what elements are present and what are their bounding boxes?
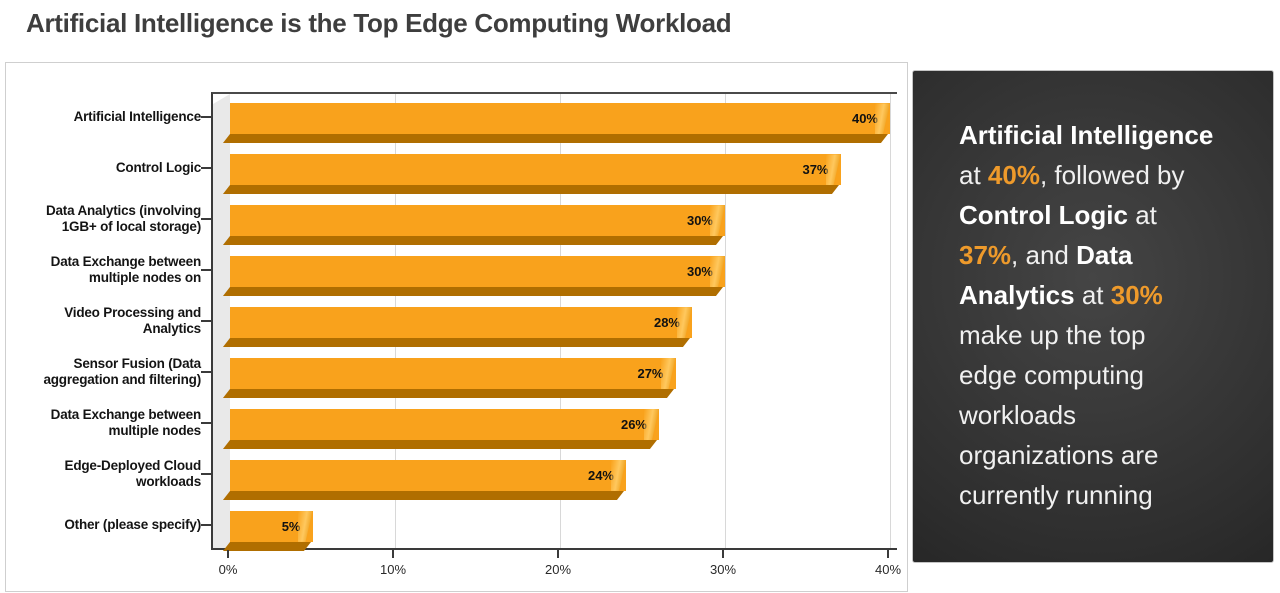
category-label: Video Processing and Analytics xyxy=(64,305,201,337)
bar-value-label: 30% xyxy=(686,264,713,280)
insight-segment: 40% xyxy=(987,160,1040,190)
y-axis-tick xyxy=(201,167,212,170)
bar: 30% xyxy=(230,205,725,237)
insight-segment: Artificial Intelligence xyxy=(959,120,1214,150)
y-axis-tick xyxy=(201,116,212,119)
insight-segment: edge computing xyxy=(959,360,1145,390)
y-axis-tick xyxy=(201,218,212,221)
category-label: Other (please specify) xyxy=(64,516,201,532)
insight-line: edge computing xyxy=(959,355,1245,395)
gridline-40% xyxy=(890,94,891,548)
bar: 26% xyxy=(230,408,659,440)
x-axis-tick-0% xyxy=(227,550,229,558)
insight-line: workloads xyxy=(959,395,1245,435)
x-axis-tick-40% xyxy=(887,550,889,558)
insight-text: Artificial Intelligence at 40%, followed … xyxy=(913,71,1273,515)
x-axis-label-40%: 40% xyxy=(874,562,902,577)
insight-segment: , and xyxy=(1011,240,1077,270)
chart-card: 40% 37% 30% 30% 28% 27% 26% 24% 5% 0% 10% 20% 30% 40… xyxy=(5,62,908,592)
y-axis-tick xyxy=(201,320,212,323)
insight-line: organizations are xyxy=(959,435,1245,475)
category-label: Artificial Intelligence xyxy=(73,109,202,125)
insight-segment: at xyxy=(1074,280,1111,310)
insight-segment: organizations are xyxy=(959,440,1159,470)
category-label: Data Exchange between multiple nodes on xyxy=(50,254,202,286)
insight-line: make up the top xyxy=(959,315,1245,355)
insight-segment: make up the top xyxy=(959,320,1146,350)
bar-value-label: 37% xyxy=(802,162,829,178)
y-axis-tick xyxy=(201,472,212,475)
y-axis-tick xyxy=(201,371,212,374)
bar-value-label: 28% xyxy=(653,315,680,331)
bar: 30% xyxy=(230,256,725,288)
insight-segment: currently running xyxy=(959,480,1153,510)
insight-line: Analytics at 30% xyxy=(959,275,1245,315)
insight-segment: Data xyxy=(1076,240,1133,270)
bar: 24% xyxy=(230,459,626,491)
bar-value-label: 27% xyxy=(637,366,664,382)
bar: 27% xyxy=(230,358,676,390)
bar: 5% xyxy=(230,510,313,542)
category-label: Control Logic xyxy=(115,160,201,176)
bar-value-label: 26% xyxy=(620,416,647,432)
y-axis-tick xyxy=(201,421,212,424)
x-axis-label-0%: 0% xyxy=(218,562,238,577)
insight-segment: at xyxy=(1127,200,1157,230)
insight-segment: at xyxy=(959,160,988,190)
bar-value-label: 30% xyxy=(686,213,713,229)
bar: 40% xyxy=(230,103,890,135)
insight-line: at 40%, followed by xyxy=(959,155,1245,195)
x-axis-tick-10% xyxy=(392,550,394,558)
category-label: Data Exchange between multiple nodes xyxy=(50,406,202,438)
insight-line: Artificial Intelligence xyxy=(959,115,1245,155)
bar-value-label: 5% xyxy=(281,518,301,534)
x-axis-label-10%: 10% xyxy=(379,562,407,577)
category-label: Sensor Fusion (Data aggregation and filt… xyxy=(43,356,201,388)
x-axis-label-20%: 20% xyxy=(544,562,572,577)
plot-area: 40% 37% 30% 30% 28% 27% 26% 24% 5% xyxy=(211,92,897,550)
x-axis-tick-30% xyxy=(722,550,724,558)
bar-value-label: 40% xyxy=(851,111,878,127)
gridline-30% xyxy=(725,94,726,548)
insight-segment: workloads xyxy=(959,400,1077,430)
x-axis-label-30%: 30% xyxy=(709,562,737,577)
bar-value-label: 24% xyxy=(587,467,614,483)
insight-line: Control Logic at xyxy=(959,195,1245,235)
insight-segment: Analytics xyxy=(959,280,1075,310)
category-label: Data Analytics (involving 1GB+ of local … xyxy=(45,203,201,235)
bar: 37% xyxy=(230,154,841,186)
insight-segment: Control Logic xyxy=(959,200,1128,230)
insight-segment: 30% xyxy=(1110,280,1163,310)
y-axis-tick xyxy=(201,269,212,272)
insight-line: currently running xyxy=(959,475,1245,515)
bar: 28% xyxy=(230,307,692,339)
insight-segment: , followed by xyxy=(1039,160,1185,190)
insight-segment: 37% xyxy=(959,240,1012,270)
page-title: Artificial Intelligence is the Top Edge … xyxy=(26,8,732,38)
y-axis-tick xyxy=(201,523,212,526)
category-label: Edge-Deployed Cloud workloads xyxy=(64,457,202,489)
insight-line: 37%, and Data xyxy=(959,235,1245,275)
chart-3d-side-wall xyxy=(213,94,230,548)
insight-panel: Artificial Intelligence at 40%, followed … xyxy=(912,70,1274,563)
x-axis-tick-20% xyxy=(557,550,559,558)
